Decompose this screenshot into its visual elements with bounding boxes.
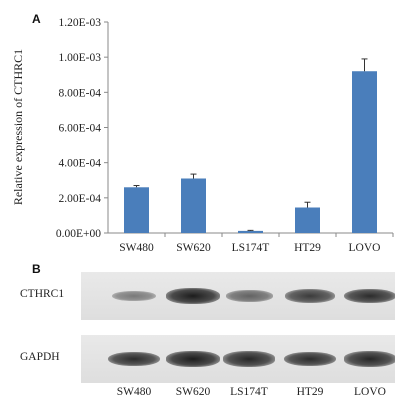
y-tick-label: 8.00E-04 [59,87,102,99]
y-tick-label: 1.00E-03 [59,52,102,64]
x-tick-label: HT29 [294,242,321,254]
blot-lane-label: LS174T [230,386,268,398]
blot-band [222,351,276,367]
y-tick-label: 2.00E-04 [59,193,102,205]
blot-band [166,288,220,304]
x-tick-label: LOVO [349,242,381,254]
blot-band [343,351,395,367]
blot-band [284,289,336,303]
blot-lane-label: LOVO [354,386,386,398]
y-tick-label: 1.20E-03 [59,17,102,29]
bar-sw480 [124,187,149,233]
blot-band [108,351,160,367]
blot-strip-gapdh [81,335,395,383]
blot-row-label-gapdh: GAPDH [20,351,60,363]
blot-lane-label: SW480 [116,386,152,398]
y-tick-label: 4.00E-04 [59,158,102,170]
panel-b-letter: B [32,262,41,276]
y-tick-label: 0.00E+00 [56,228,101,240]
blot-band [344,288,395,304]
blot-lane-label: HT29 [296,386,324,398]
blot-band [225,290,273,302]
bar-ls174t [238,230,263,233]
bar-lovo [352,71,377,233]
bar-sw620 [181,178,206,233]
y-tick-label: 6.00E-04 [59,123,102,135]
blot-band [284,351,336,367]
x-tick-label: SW480 [119,242,154,254]
x-tick-label: SW620 [176,242,211,254]
bar-ht29 [295,207,320,233]
panel-a-letter: A [32,12,41,26]
y-axis-label: Relative expression of CTHRC1 [11,49,25,205]
blot-strip-cthrc1 [81,272,395,320]
blot-lane-label: SW620 [175,386,211,398]
blot-band [166,351,220,367]
blot-band [111,290,157,302]
x-tick-label: LS174T [232,242,270,254]
bar-chart: Relative expression of CTHRC1 0.00E+00 2.… [11,17,394,254]
blot-row-label-cthrc1: CTHRC1 [20,288,65,300]
